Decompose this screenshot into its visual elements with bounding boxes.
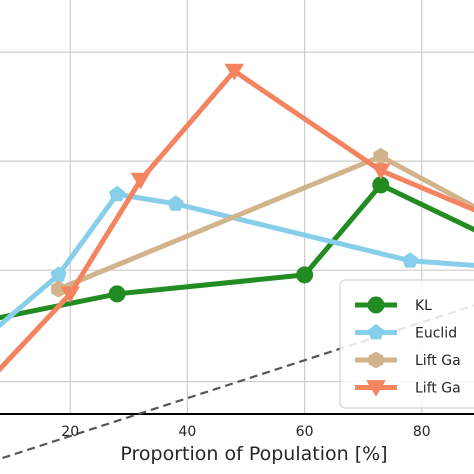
data-point [50, 266, 67, 282]
series-kl [0, 176, 474, 321]
data-point [51, 280, 66, 298]
data-point [108, 285, 126, 303]
data-point [371, 163, 391, 180]
data-point [130, 172, 151, 190]
x-tick-labels: 20 40 60 80 [61, 424, 430, 440]
series-line [0, 68, 474, 373]
x-tick-label: 80 [413, 424, 431, 440]
series-lift-ga [51, 147, 474, 298]
series-lift-ga [0, 63, 474, 373]
x-tick-label: 40 [178, 424, 196, 440]
series-euclid [0, 185, 474, 329]
legend: KL Euclid Lift Ga Lift Ga [339, 279, 474, 409]
series-group [0, 63, 474, 460]
data-point [224, 63, 245, 81]
data-point [167, 195, 184, 211]
legend-item: KL [355, 296, 432, 314]
x-tick-label: 60 [296, 424, 314, 440]
series-line [0, 182, 474, 321]
data-point [60, 286, 80, 304]
x-tick-label: 20 [61, 424, 79, 440]
legend-item: Lift Ga [355, 380, 461, 397]
data-point [296, 266, 314, 284]
series-line [57, 153, 474, 292]
legend-marker [367, 324, 385, 340]
legend-item: Euclid [355, 324, 457, 342]
legend-label: Euclid [415, 326, 457, 342]
grid [0, 0, 474, 415]
series-line [0, 191, 474, 329]
data-point [109, 185, 126, 202]
legend-marker [367, 296, 385, 314]
x-axis-label: Proportion of Population [%] [120, 443, 387, 465]
legend-marker [366, 380, 386, 397]
legend-label: Lift Ga [415, 353, 461, 369]
legend-marker [368, 351, 384, 369]
legend-label: KL [415, 298, 432, 314]
data-point [402, 252, 419, 268]
data-point [373, 147, 389, 165]
legend-item: Lift Ga [355, 351, 461, 369]
data-point [372, 176, 390, 194]
legend-label: Lift Ga [415, 381, 461, 397]
